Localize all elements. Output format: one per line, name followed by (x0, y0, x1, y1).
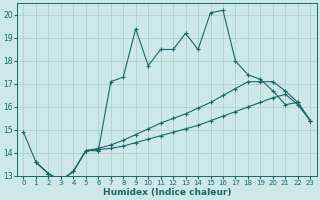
X-axis label: Humidex (Indice chaleur): Humidex (Indice chaleur) (103, 188, 231, 197)
